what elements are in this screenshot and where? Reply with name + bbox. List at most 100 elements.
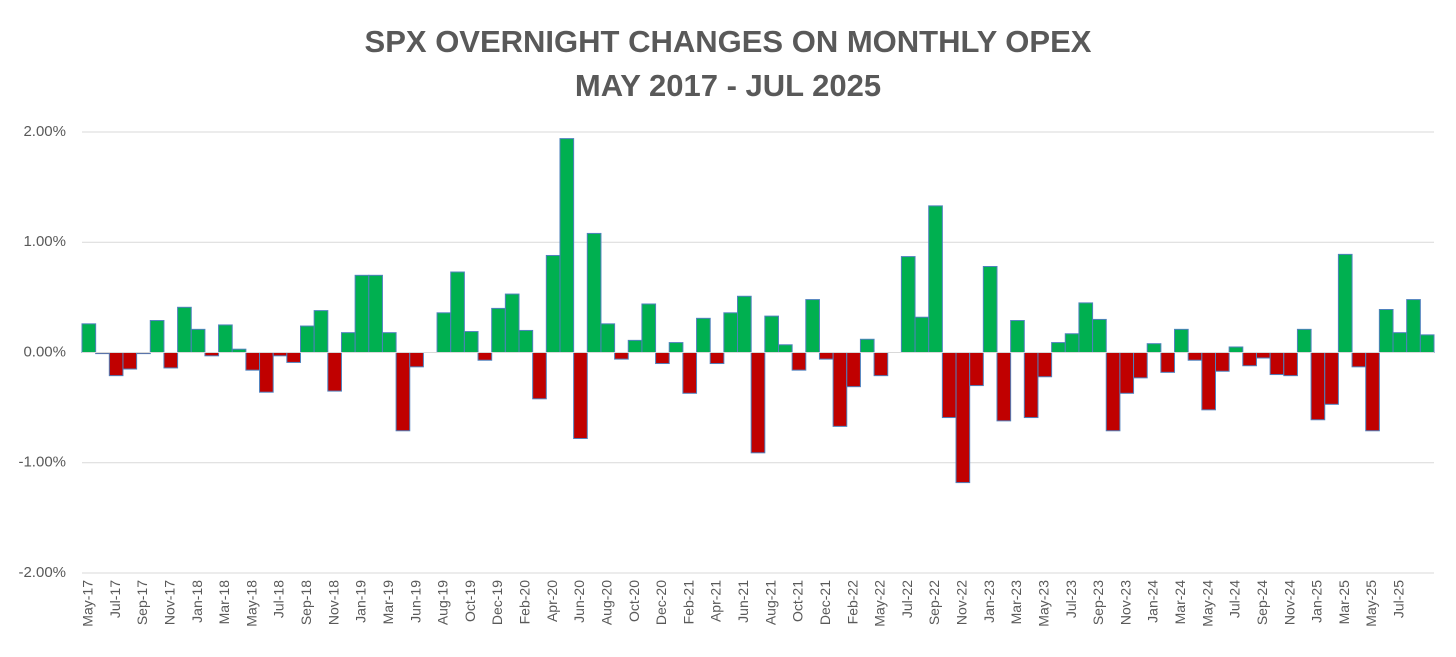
bar xyxy=(354,274,370,354)
x-tick-label: Aug-20 xyxy=(598,580,614,625)
bar xyxy=(777,344,793,354)
bar xyxy=(518,329,534,354)
x-tick-label: Mar-19 xyxy=(380,580,396,625)
x-tick-label: Jan-24 xyxy=(1145,580,1161,623)
x-tick-label: May-17 xyxy=(80,580,96,627)
bar xyxy=(1269,352,1285,376)
y-tick-label: 2.00% xyxy=(23,123,66,140)
bar xyxy=(1296,328,1312,354)
bar xyxy=(586,232,602,353)
chart-subtitle: MAY 2017 - JUL 2025 xyxy=(575,68,881,103)
x-tick-label: Nov-24 xyxy=(1281,580,1297,625)
x-tick-label: Oct-19 xyxy=(462,580,478,622)
x-tick-label: Aug-19 xyxy=(435,580,451,625)
x-tick-label: Jan-23 xyxy=(981,580,997,623)
bar xyxy=(900,256,916,353)
bar xyxy=(737,295,752,353)
x-tick-label: Feb-20 xyxy=(517,580,533,625)
bar xyxy=(1160,352,1176,373)
bar xyxy=(491,307,506,353)
bar xyxy=(504,293,520,354)
bar xyxy=(395,352,411,432)
bar xyxy=(764,315,779,353)
bar xyxy=(750,352,766,454)
x-tick-label: Sep-24 xyxy=(1254,580,1270,625)
bar xyxy=(286,352,302,363)
bar xyxy=(914,316,930,353)
bar xyxy=(1255,352,1271,359)
bar xyxy=(381,332,397,353)
bar xyxy=(600,323,616,353)
bar xyxy=(1392,332,1408,353)
chart-title: SPX OVERNIGHT CHANGES ON MONTHLY OPEX xyxy=(365,24,1092,59)
x-tick-label: Jun-21 xyxy=(735,580,751,623)
bar xyxy=(832,352,848,427)
bar xyxy=(559,138,575,353)
bar xyxy=(122,352,138,370)
x-tick-label: Sep-22 xyxy=(926,580,942,625)
x-tick-label: Mar-23 xyxy=(1008,580,1024,625)
x-tick-label: Oct-20 xyxy=(626,580,642,622)
bar xyxy=(1283,352,1298,377)
bar xyxy=(1051,342,1066,354)
bar xyxy=(709,352,725,365)
x-tick-label: Apr-20 xyxy=(544,580,560,622)
x-tick-label: Mar-24 xyxy=(1172,580,1188,625)
bar xyxy=(996,352,1012,422)
bar xyxy=(1133,352,1148,379)
x-tick-label: Apr-21 xyxy=(708,580,724,622)
bar xyxy=(1119,352,1135,394)
bar xyxy=(532,352,547,400)
bar xyxy=(300,325,315,354)
x-tick-label: Jan-25 xyxy=(1309,580,1325,623)
bar xyxy=(108,352,124,377)
y-tick-label: 0.00% xyxy=(23,343,66,360)
bar xyxy=(682,352,698,394)
bar xyxy=(1242,352,1257,367)
x-tick-label: Jan-18 xyxy=(189,580,205,623)
bar xyxy=(1064,333,1080,354)
bar xyxy=(177,306,192,353)
x-tick-label: May-25 xyxy=(1363,580,1379,627)
x-tick-label: Jan-19 xyxy=(353,580,369,623)
x-tick-label: May-24 xyxy=(1199,580,1215,627)
bar xyxy=(846,352,861,388)
bar xyxy=(545,254,561,353)
x-tick-label: Mar-18 xyxy=(216,580,232,625)
bar xyxy=(614,352,629,360)
bar xyxy=(1078,302,1094,354)
x-tick-label: Sep-17 xyxy=(134,580,150,625)
x-tick-label: Jun-19 xyxy=(407,580,423,623)
x-tick-label: Feb-21 xyxy=(680,580,696,625)
x-tick-label: May-18 xyxy=(243,580,259,627)
bar xyxy=(463,331,479,353)
bar xyxy=(259,352,274,393)
bar xyxy=(163,352,179,369)
x-tick-label: Oct-21 xyxy=(790,580,806,622)
bar xyxy=(969,352,984,387)
x-tick-label: Jul-24 xyxy=(1227,580,1243,618)
x-tick-label: Jul-18 xyxy=(271,580,287,618)
bar xyxy=(627,339,643,353)
bar xyxy=(1023,352,1039,419)
bar xyxy=(859,338,875,353)
x-tick-label: Jul-17 xyxy=(107,580,123,618)
x-tick-label: Feb-22 xyxy=(844,580,860,625)
y-tick-label: -1.00% xyxy=(18,454,66,471)
bar xyxy=(573,352,588,439)
bar xyxy=(655,352,670,365)
bar xyxy=(368,274,383,354)
x-tick-label: Nov-22 xyxy=(954,580,970,625)
bar xyxy=(1201,352,1216,411)
x-tick-label: Jul-23 xyxy=(1063,580,1079,618)
bar xyxy=(1146,343,1162,353)
bar xyxy=(641,303,657,353)
bar xyxy=(1214,352,1230,372)
bar xyxy=(1324,352,1339,405)
bar xyxy=(436,312,452,353)
x-tick-label: May-23 xyxy=(1035,580,1051,627)
x-tick-label: May-22 xyxy=(872,580,888,627)
bar xyxy=(409,352,424,368)
bar xyxy=(327,352,342,392)
